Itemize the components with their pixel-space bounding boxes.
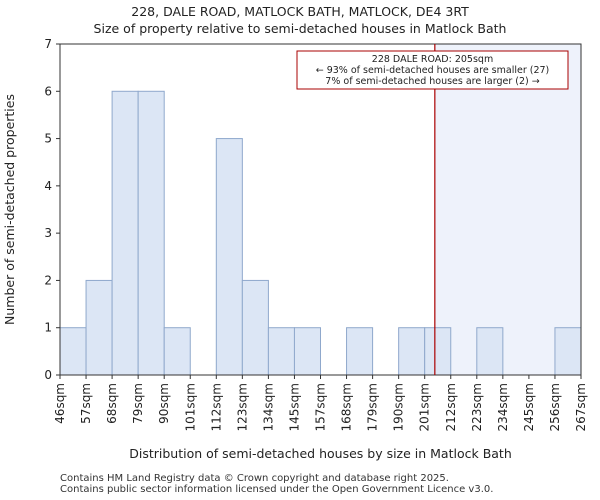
x-tick-label: 79sqm xyxy=(131,383,145,424)
annotation-line-2: ← 93% of semi-detached houses are smalle… xyxy=(316,65,550,76)
x-tick-label: 223sqm xyxy=(470,383,484,431)
bar-145sqm xyxy=(293,327,322,376)
annotation-box xyxy=(296,50,569,90)
y-tick-label: 5 xyxy=(44,132,52,146)
x-tick-label: 68sqm xyxy=(105,383,119,424)
x-tick-label: 190sqm xyxy=(392,383,406,431)
chart-title: 228, DALE ROAD, MATLOCK BATH, MATLOCK, D… xyxy=(131,4,469,19)
x-tick-label: 134sqm xyxy=(261,383,275,431)
x-tick-label: 101sqm xyxy=(183,383,197,431)
x-tick-label: 168sqm xyxy=(340,383,354,431)
bar-134sqm xyxy=(267,327,295,376)
y-tick-label: 2 xyxy=(44,273,52,287)
footer-licence: Contains public sector information licen… xyxy=(60,484,494,495)
x-tick-label: 145sqm xyxy=(287,383,301,431)
bar-190sqm xyxy=(398,327,426,376)
y-tick-label: 7 xyxy=(44,37,52,51)
bar-223sqm xyxy=(476,327,504,376)
y-tick-label: 3 xyxy=(44,226,52,240)
annotation-line-1: 228 DALE ROAD: 205sqm xyxy=(372,54,493,65)
bar-90sqm xyxy=(163,327,191,376)
y-tick-label: 6 xyxy=(44,84,52,98)
y-axis-title: Number of semi-detached properties xyxy=(2,94,17,325)
x-tick-label: 256sqm xyxy=(548,383,562,431)
bar-168sqm xyxy=(346,327,374,376)
highlight-region xyxy=(434,44,581,375)
bar-79sqm xyxy=(137,90,165,376)
x-tick-label: 212sqm xyxy=(444,383,458,431)
x-tick-label: 234sqm xyxy=(496,383,510,431)
x-tick-label: 46sqm xyxy=(53,383,67,424)
x-tick-label: 201sqm xyxy=(418,383,432,431)
bar-201sqm xyxy=(424,327,452,376)
x-tick-label: 90sqm xyxy=(157,383,171,424)
bar-256sqm xyxy=(554,327,582,376)
x-tick-label: 123sqm xyxy=(235,383,249,431)
bar-112sqm xyxy=(215,138,243,376)
x-tick-label: 157sqm xyxy=(314,383,328,431)
x-axis-title: Distribution of semi-detached houses by … xyxy=(129,446,512,461)
footer-copyright: Contains HM Land Registry data © Crown c… xyxy=(60,473,449,484)
x-tick-label: 267sqm xyxy=(574,383,588,431)
bar-57sqm xyxy=(85,279,113,376)
y-tick-label: 0 xyxy=(44,368,52,382)
annotation-line-3: 7% of semi-detached houses are larger (2… xyxy=(325,76,539,87)
x-tick-label: 57sqm xyxy=(79,383,93,424)
y-tick-label: 4 xyxy=(44,179,52,193)
bar-123sqm xyxy=(241,279,269,376)
x-tick-label: 245sqm xyxy=(522,383,536,431)
x-tick-label: 179sqm xyxy=(366,383,380,431)
x-tick-label: 112sqm xyxy=(209,383,223,431)
bar-46sqm xyxy=(59,327,87,376)
y-tick-label: 1 xyxy=(44,321,52,335)
bar-68sqm xyxy=(111,90,139,376)
chart-subtitle: Size of property relative to semi-detach… xyxy=(93,21,507,36)
